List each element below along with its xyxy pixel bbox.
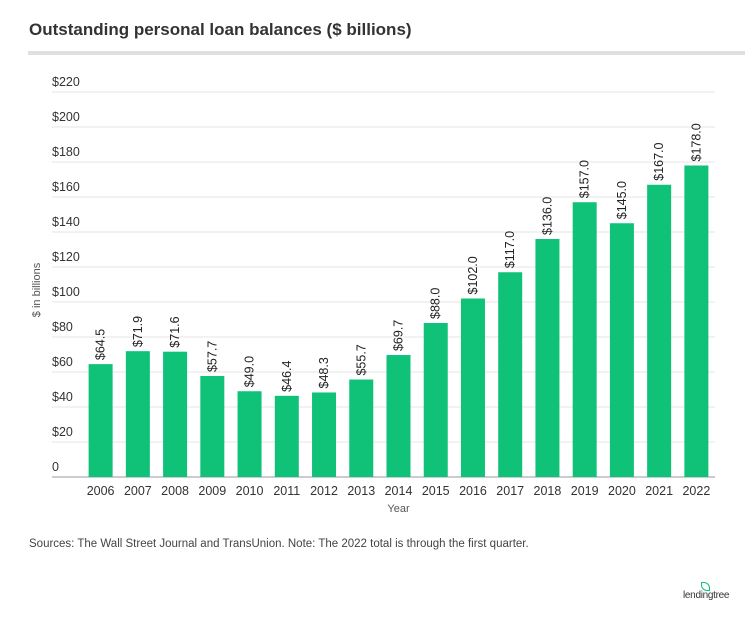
bar [125, 351, 150, 477]
y-tick-label: $120 [52, 250, 80, 264]
bar [274, 395, 299, 477]
x-axis-title: Year [387, 503, 410, 515]
y-tick-label: $200 [52, 110, 80, 124]
chart-title: Outstanding personal loan balances ($ bi… [29, 20, 412, 39]
x-tick-label: 2009 [198, 484, 226, 498]
x-tick-label: 2010 [236, 484, 264, 498]
y-tick-label: 0 [52, 460, 59, 474]
x-tick-label: 2021 [645, 484, 673, 498]
x-tick-label: 2006 [87, 484, 115, 498]
y-axis-title: $ in billions [31, 262, 43, 317]
x-tick-label: 2015 [422, 484, 450, 498]
bar [572, 202, 597, 477]
lendingtree-logo: lendingtree [683, 582, 730, 601]
x-tick-label: 2008 [161, 484, 189, 498]
data-label: $71.6 [168, 316, 182, 347]
logo-text: lendingtree [683, 590, 730, 601]
y-tick-label: $180 [52, 145, 80, 159]
x-tick-label: 2018 [534, 484, 562, 498]
leaf-icon [701, 582, 710, 591]
data-label: $64.5 [94, 329, 108, 360]
y-tick-label: $100 [52, 285, 80, 299]
title-divider [28, 51, 745, 55]
bar [349, 379, 374, 477]
bar [237, 391, 262, 477]
bar [163, 351, 188, 477]
x-tick-label: 2007 [124, 484, 152, 498]
x-tick-label: 2017 [496, 484, 524, 498]
data-label: $69.7 [392, 320, 406, 351]
y-tick-label: $80 [52, 320, 73, 334]
bar [498, 272, 523, 477]
data-label: $117.0 [503, 231, 517, 268]
x-tick-label: 2014 [385, 484, 413, 498]
data-label: $167.0 [652, 142, 666, 180]
x-tick-label: 2022 [682, 484, 710, 498]
x-tick-label: 2019 [571, 484, 599, 498]
x-tick-label: 2011 [273, 484, 300, 498]
y-tick-label: $140 [52, 215, 80, 229]
y-tick-label: $20 [52, 425, 73, 439]
bar [88, 364, 113, 477]
bar [684, 165, 709, 477]
bar [200, 376, 225, 477]
bar [312, 392, 337, 477]
data-label: $49.0 [243, 356, 257, 387]
y-tick-label: $40 [52, 390, 73, 404]
y-tick-label: $160 [52, 180, 80, 194]
data-label: $57.7 [205, 341, 219, 372]
data-label: $178.0 [689, 123, 703, 161]
bar [609, 223, 634, 477]
bar [647, 184, 672, 477]
data-label: $48.3 [317, 357, 331, 388]
data-label: $157.0 [578, 160, 592, 198]
data-label: $88.0 [429, 288, 443, 319]
x-tick-label: 2016 [459, 484, 487, 498]
x-tick-label: 2013 [347, 484, 375, 498]
data-label: $46.4 [280, 360, 294, 391]
data-label: $55.7 [354, 344, 368, 375]
y-tick-label: $60 [52, 355, 73, 369]
bar [460, 298, 485, 477]
x-tick-label: 2012 [310, 484, 338, 498]
data-label: $71.9 [131, 316, 145, 347]
bar [535, 239, 560, 477]
data-label: $145.0 [615, 181, 629, 219]
bar-chart: 0 $20 $40 $60 $80 $100 $120 $140 $160 $180 $200 $22… [31, 75, 715, 515]
x-tick-label: 2020 [608, 484, 636, 498]
data-label: $102.0 [466, 256, 480, 294]
y-tick-label: $220 [52, 75, 80, 89]
bar [423, 323, 448, 477]
source-note: Sources: The Wall Street Journal and Tra… [29, 538, 529, 550]
data-label: $136.0 [540, 197, 554, 235]
bar [386, 355, 411, 477]
